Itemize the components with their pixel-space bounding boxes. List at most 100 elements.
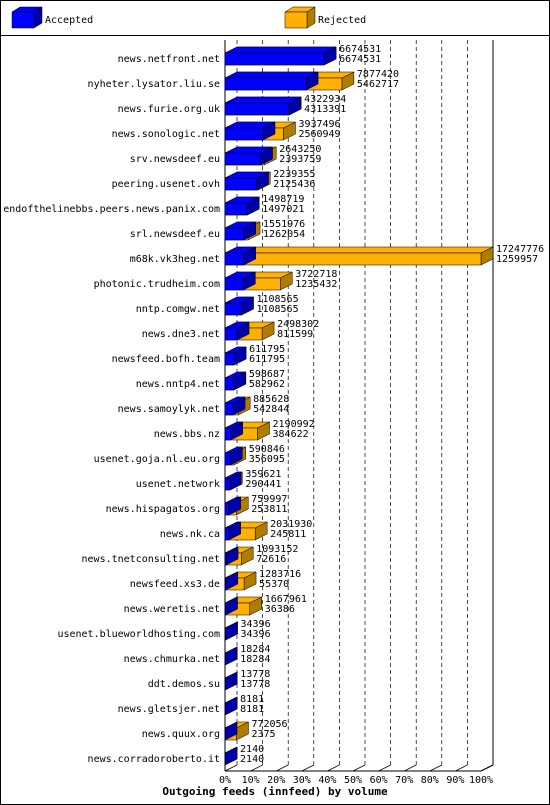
value-label: 1667961 (265, 594, 307, 605)
y-tick-label: nyheter.lysator.liu.se (88, 79, 220, 90)
bar (224, 327, 238, 341)
value-label: 6674531 (339, 54, 381, 65)
value-label: 290441 (245, 479, 281, 490)
value-label: 1259957 (496, 254, 538, 265)
value-label: 598687 (249, 369, 285, 380)
value-label: 759997 (251, 494, 287, 505)
value-label: 1108565 (256, 304, 298, 315)
value-label: 2393759 (279, 154, 321, 165)
value-label: 1235432 (295, 279, 337, 290)
value-label: 542844 (253, 404, 289, 415)
legend-swatch (11, 11, 35, 29)
y-tick-label: news.tnetconsulting.net (82, 554, 220, 565)
y-tick-label: news.nk.ca (160, 529, 220, 540)
x-tick-label: 40% (318, 775, 336, 786)
value-label: 611795 (249, 354, 285, 365)
grid-floor (404, 764, 417, 772)
value-label: 2239355 (273, 169, 315, 180)
bar (224, 252, 244, 266)
value-label: 13778 (240, 679, 270, 690)
value-label: 18284 (240, 654, 270, 665)
value-label: 36386 (265, 604, 295, 615)
value-label: 2140 (240, 754, 264, 765)
y-tick-label: news.gletsjer.net (118, 704, 220, 715)
bar (224, 52, 325, 66)
x-tick-label: 30% (293, 775, 311, 786)
bar-top (224, 246, 494, 254)
value-label: 359621 (245, 469, 281, 480)
y-tick-label: news.bbs.nz (154, 429, 220, 440)
y-tick-label: newsfeed.xs3.de (130, 579, 220, 590)
grid-floor (429, 764, 442, 772)
value-label: 34396 (241, 619, 271, 630)
bar (224, 102, 290, 116)
value-label: 8181 (240, 694, 264, 705)
grid-floor (276, 764, 289, 772)
y-tick-label: news.chmurka.net (124, 654, 220, 665)
value-label: 5462717 (357, 79, 399, 90)
bar-top (224, 46, 337, 54)
x-tick-label: 0% (219, 775, 231, 786)
bar (224, 627, 226, 641)
grid-floor (301, 764, 314, 772)
value-label: 18284 (240, 644, 270, 655)
legend-label: Accepted (45, 15, 93, 26)
y-tick-label: news.nntp4.net (136, 379, 220, 390)
x-tick-label: 80% (421, 775, 439, 786)
y-tick-label: ddt.demos.su (148, 679, 220, 690)
value-label: 885628 (253, 394, 289, 405)
value-label: 4322934 (304, 94, 346, 105)
legend-swatch (284, 11, 308, 29)
value-label: 55370 (259, 579, 289, 590)
value-label: 17247776 (496, 244, 544, 255)
y-tick-label: newsfeed.bofh.team (112, 354, 220, 365)
y-tick-label: usenet.goja.nl.eu.org (94, 454, 220, 465)
bar (224, 477, 230, 491)
value-label: 772056 (251, 719, 287, 730)
value-label: 34396 (241, 629, 271, 640)
y-tick-label: news.dne3.net (142, 329, 220, 340)
bar (224, 277, 244, 291)
value-label: 1283716 (259, 569, 301, 580)
value-label: 4313391 (304, 104, 346, 115)
bar (224, 552, 227, 566)
value-label: 3722718 (295, 269, 337, 280)
value-label: 2140 (240, 744, 264, 755)
y-tick-label: srv.newsdeef.eu (130, 154, 220, 165)
grid-floor (352, 764, 366, 772)
value-label: 7877420 (357, 69, 399, 80)
value-label: 6674531 (339, 44, 381, 55)
bar (224, 602, 226, 616)
bar (224, 502, 230, 516)
value-label: 2498302 (277, 319, 319, 330)
bar (224, 527, 229, 541)
x-tick-label: 70% (395, 775, 413, 786)
bar-top (224, 96, 302, 104)
bar (224, 77, 307, 91)
value-label: 2643250 (279, 144, 321, 155)
x-tick-label: 100% (469, 775, 493, 786)
y-tick-label: news.corradoroberto.it (88, 754, 220, 765)
y-tick-label: news.quux.org (142, 729, 220, 740)
bar (224, 252, 482, 266)
x-tick-label: 50% (344, 775, 362, 786)
value-label: 384622 (273, 429, 309, 440)
bar-top (224, 71, 319, 79)
value-label: 811599 (277, 329, 313, 340)
value-label: 72616 (256, 554, 286, 565)
x-tick-label: 90% (446, 775, 464, 786)
y-tick-label: news.furie.org.uk (118, 104, 220, 115)
value-label: 1262054 (263, 229, 305, 240)
value-label: 1093152 (256, 544, 298, 555)
y-tick-label: news.weretis.net (124, 604, 220, 615)
grid-floor (250, 764, 263, 772)
grid-floor (378, 764, 391, 772)
grid-floor (224, 764, 238, 772)
value-label: 3937496 (298, 119, 340, 130)
grid-floor (327, 764, 340, 772)
y-tick-label: usenet.blueworldhosting.com (57, 629, 220, 640)
bar (224, 427, 231, 441)
value-label: 356095 (249, 454, 285, 465)
value-label: 590846 (249, 444, 285, 455)
